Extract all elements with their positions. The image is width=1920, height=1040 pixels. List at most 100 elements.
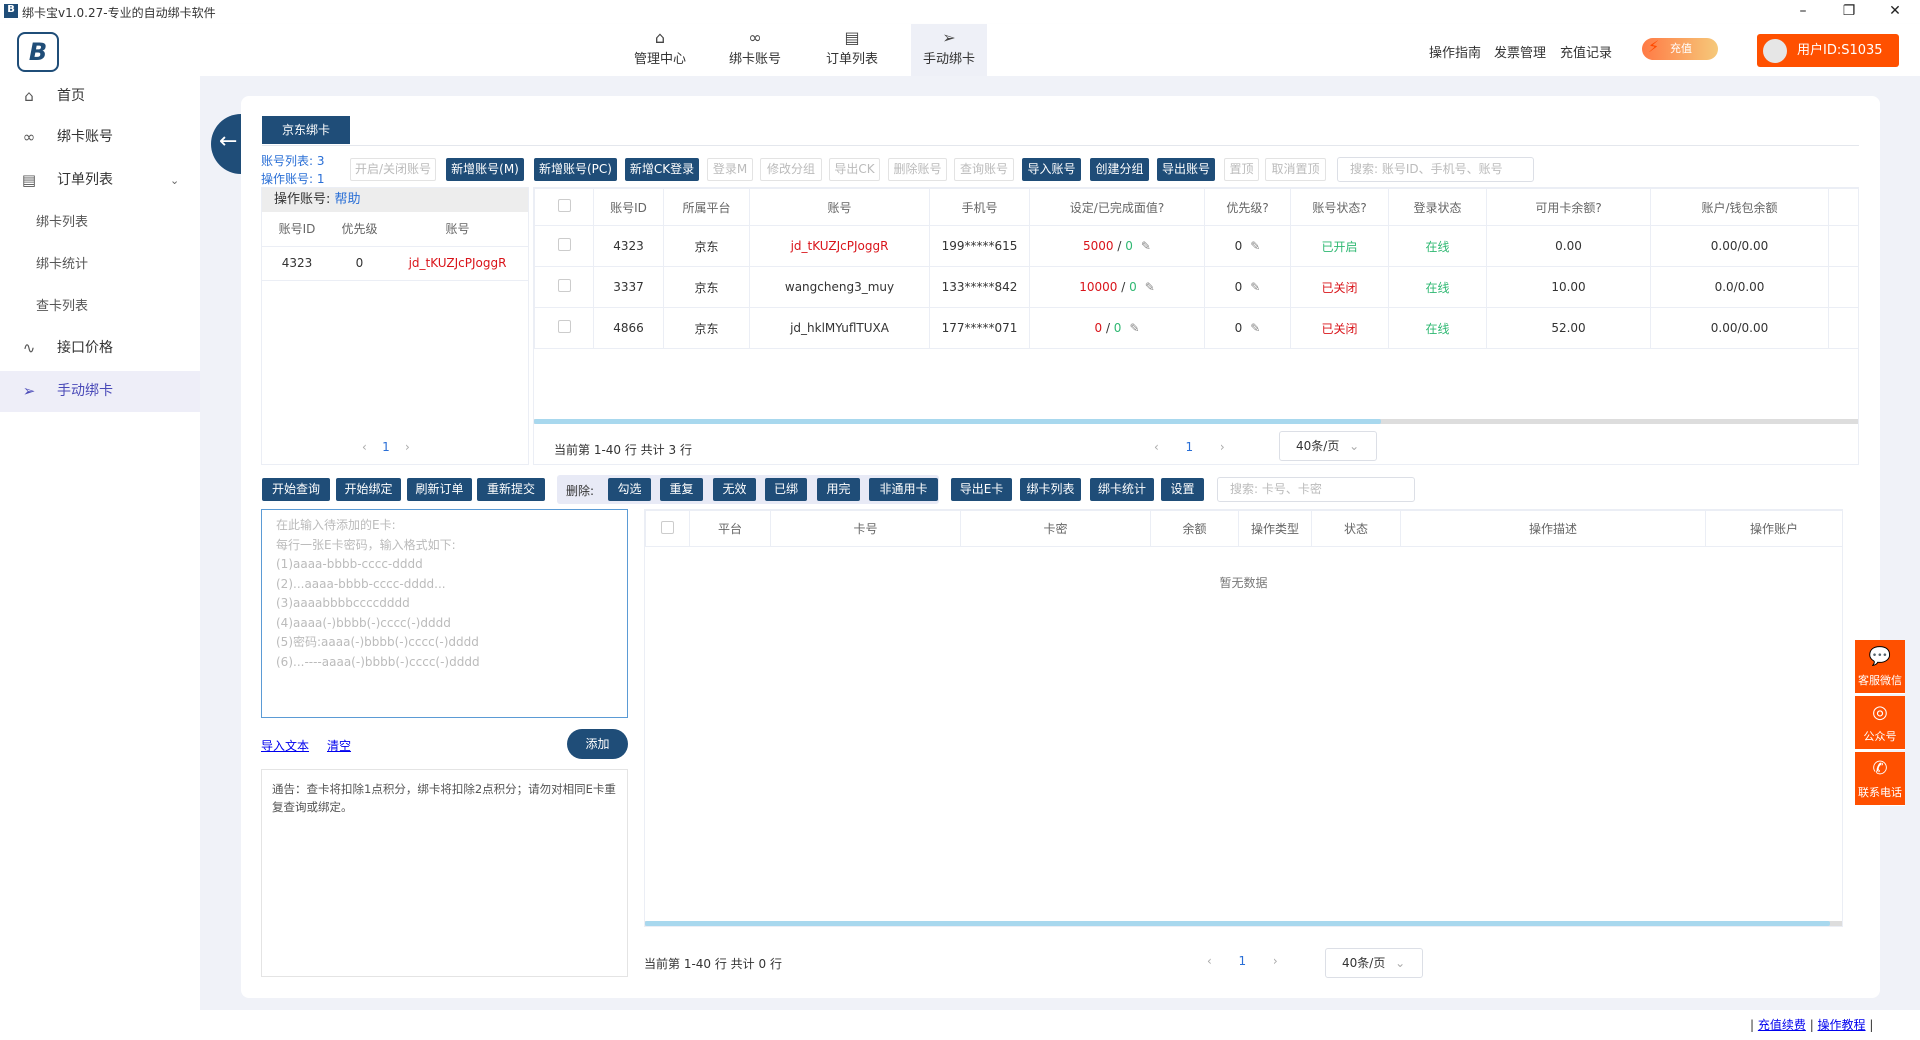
next-page-icon[interactable]: › xyxy=(1219,440,1225,454)
select-all-checkbox[interactable] xyxy=(557,199,571,212)
delete-button-3[interactable]: 已绑 xyxy=(765,478,807,501)
edit-icon[interactable]: ✎ xyxy=(1250,239,1261,253)
sidebar-item-check-list[interactable]: 查卡列表 xyxy=(0,286,200,327)
user-button[interactable]: 用户ID:S1035 xyxy=(1757,34,1899,67)
next-page-icon[interactable]: › xyxy=(404,440,410,454)
card-action-button-2[interactable]: 刷新订单 xyxy=(407,478,472,501)
add-button[interactable]: 添加 xyxy=(567,729,628,759)
toolbar-button-13[interactable]: 取消置顶 xyxy=(1265,158,1326,181)
guide-link[interactable]: 操作指南 xyxy=(1429,46,1482,61)
prev-page-icon[interactable]: ‹ xyxy=(362,440,367,454)
toolbar-button-1[interactable]: 新增账号(M) xyxy=(446,158,524,181)
card-action-button-0[interactable]: 开始查询 xyxy=(262,478,330,501)
next-page-icon[interactable]: › xyxy=(1272,954,1278,968)
table-row[interactable]: 4323 京东 jd_tKUZJcPJoggR 199*****615 5000 /… xyxy=(534,225,1859,267)
sidebar-item-orders[interactable]: ▤ 订单列表 ⌄ xyxy=(0,160,200,201)
nav-management[interactable]: ⌂ 管理中心 xyxy=(622,24,698,76)
toolbar-button-5[interactable]: 修改分组 xyxy=(760,158,822,181)
maximize-button[interactable]: ❐ xyxy=(1842,3,1856,19)
sidebar-item-accounts[interactable]: ∞ 绑卡账号 xyxy=(0,117,200,158)
card-tool-button-3[interactable]: 设置 xyxy=(1161,478,1204,501)
prev-page-icon[interactable]: ‹ xyxy=(1207,954,1212,968)
tab-jd-bind[interactable]: 京东绑卡 xyxy=(262,116,350,144)
toolbar-button-10[interactable]: 创建分组 xyxy=(1090,158,1149,181)
edit-icon[interactable]: ✎ xyxy=(1250,280,1261,294)
page-number[interactable]: 1 xyxy=(1238,954,1247,968)
horizontal-scrollbar[interactable] xyxy=(645,921,1842,926)
column-header: 操作账户 xyxy=(1705,510,1843,547)
card-search-input[interactable]: 搜索: 卡号、卡密 xyxy=(1217,477,1415,502)
account-status[interactable]: 已关闭 xyxy=(1290,266,1389,308)
platform: 京东 xyxy=(663,225,750,267)
close-button[interactable]: ✕ xyxy=(1889,3,1901,19)
sidebar-item-home[interactable]: ⌂ 首页 xyxy=(0,76,200,117)
prev-page-icon[interactable]: ‹ xyxy=(1154,440,1159,454)
nav-accounts[interactable]: ∞ 绑卡账号 xyxy=(717,24,793,76)
delete-button-1[interactable]: 重复 xyxy=(660,478,703,501)
nav-manual-bind[interactable]: ➢ 手动绑卡 xyxy=(911,24,987,76)
table-row[interactable]: 4866 京东 jd_hklMYuflTUXA 177*****071 0 / 0 ✎… xyxy=(534,307,1859,349)
sidebar-item-manual-bind[interactable]: ➢ 手动绑卡 xyxy=(0,371,200,412)
cards-table: 平台 卡号 卡密 余额 操作类型 状态 操作描述 操作账户 xyxy=(645,510,1843,547)
row-checkbox[interactable] xyxy=(557,320,571,333)
minimize-button[interactable]: – xyxy=(1799,3,1807,19)
toolbar-button-7[interactable]: 删除账号 xyxy=(888,158,947,181)
card-action-button-3[interactable]: 重新提交 xyxy=(477,478,545,501)
edit-icon[interactable]: ✎ xyxy=(1250,321,1261,335)
page-size-select[interactable]: 40条/页 ⌄ xyxy=(1279,431,1377,461)
delete-button-4[interactable]: 用完 xyxy=(817,478,860,501)
tutorial-link[interactable]: 操作教程 xyxy=(1817,1018,1866,1032)
wechat-service-button[interactable]: 💬 客服微信 xyxy=(1855,640,1905,694)
column-header: 手机号 xyxy=(929,188,1030,226)
toolbar-button-2[interactable]: 新增账号(PC) xyxy=(534,158,617,181)
edit-icon[interactable]: ✎ xyxy=(1144,280,1155,294)
table-row[interactable]: 4323 0 jd_tKUZJcPJoggR xyxy=(262,246,528,280)
invoice-link[interactable]: 发票管理 xyxy=(1494,46,1547,61)
account-status[interactable]: 已关闭 xyxy=(1290,307,1389,349)
toolbar-button-9[interactable]: 导入账号 xyxy=(1022,158,1081,181)
scrollbar-thumb[interactable] xyxy=(534,419,1382,424)
card-tool-button-0[interactable]: 导出E卡 xyxy=(951,478,1012,501)
help-link[interactable]: 帮助 xyxy=(334,192,361,207)
select-all-checkbox[interactable] xyxy=(661,520,674,534)
delete-button-5[interactable]: 非通用卡 xyxy=(869,478,938,501)
toolbar-button-3[interactable]: 新增CK登录 xyxy=(625,158,699,181)
toolbar-button-11[interactable]: 导出账号 xyxy=(1157,158,1215,181)
column-header: 账号状态? xyxy=(1290,188,1389,226)
sidebar-item-bind-list[interactable]: 绑卡列表 xyxy=(0,202,200,243)
sidebar-item-bind-stats[interactable]: 绑卡统计 xyxy=(0,244,200,285)
edit-icon[interactable]: ✎ xyxy=(1140,239,1151,253)
contact-phone-button[interactable]: ✆ 联系电话 xyxy=(1855,752,1905,806)
page-number[interactable]: 1 xyxy=(1185,440,1194,454)
delete-button-0[interactable]: 勾选 xyxy=(608,478,651,501)
official-account-button[interactable]: ◎ 公众号 xyxy=(1855,696,1905,750)
recharge-button[interactable]: ⚡ 充值 xyxy=(1642,37,1718,60)
horizontal-scrollbar[interactable] xyxy=(534,419,1858,424)
card-action-button-1[interactable]: 开始绑定 xyxy=(336,478,401,501)
card-input-textarea[interactable]: 在此输入待添加的E卡: 每行一张E卡密码，输入格式如下: (1)aaaa-bbb… xyxy=(261,509,628,718)
priority: 0 ✎ xyxy=(1204,307,1291,349)
scrollbar-thumb[interactable] xyxy=(645,921,1831,926)
account-status[interactable]: 已开启 xyxy=(1290,225,1389,267)
edit-icon[interactable]: ✎ xyxy=(1129,321,1140,335)
card-tool-button-2[interactable]: 绑卡统计 xyxy=(1090,478,1154,501)
nav-orders[interactable]: ▤ 订单列表 xyxy=(814,24,890,76)
toolbar-button-4[interactable]: 登录M xyxy=(707,158,753,181)
card-tool-button-1[interactable]: 绑卡列表 xyxy=(1020,478,1081,501)
row-checkbox[interactable] xyxy=(557,238,571,251)
delete-button-2[interactable]: 无效 xyxy=(713,478,756,501)
table-row[interactable]: 3337 京东 wangcheng3_muy 133*****842 10000 /… xyxy=(534,266,1859,308)
toolbar-button-6[interactable]: 导出CK xyxy=(829,158,880,181)
row-checkbox[interactable] xyxy=(557,279,571,292)
clear-link[interactable]: 清空 xyxy=(327,739,352,753)
toolbar-button-0[interactable]: 开启/关闭账号 xyxy=(350,158,436,181)
toolbar-button-8[interactable]: 查询账号 xyxy=(954,158,1014,181)
import-text-link[interactable]: 导入文本 xyxy=(261,739,310,753)
sidebar-item-api-price[interactable]: ∿ 接口价格 xyxy=(0,328,200,369)
page-size-select[interactable]: 40条/页 ⌄ xyxy=(1325,948,1423,978)
recharge-log-link[interactable]: 充值记录 xyxy=(1560,46,1613,61)
toolbar-button-12[interactable]: 置顶 xyxy=(1224,158,1259,181)
recharge-renew-link[interactable]: 充值续费 xyxy=(1757,1018,1806,1032)
account-search-input[interactable]: 搜索: 账号ID、手机号、账号 xyxy=(1337,157,1534,182)
page-number[interactable]: 1 xyxy=(382,440,390,454)
